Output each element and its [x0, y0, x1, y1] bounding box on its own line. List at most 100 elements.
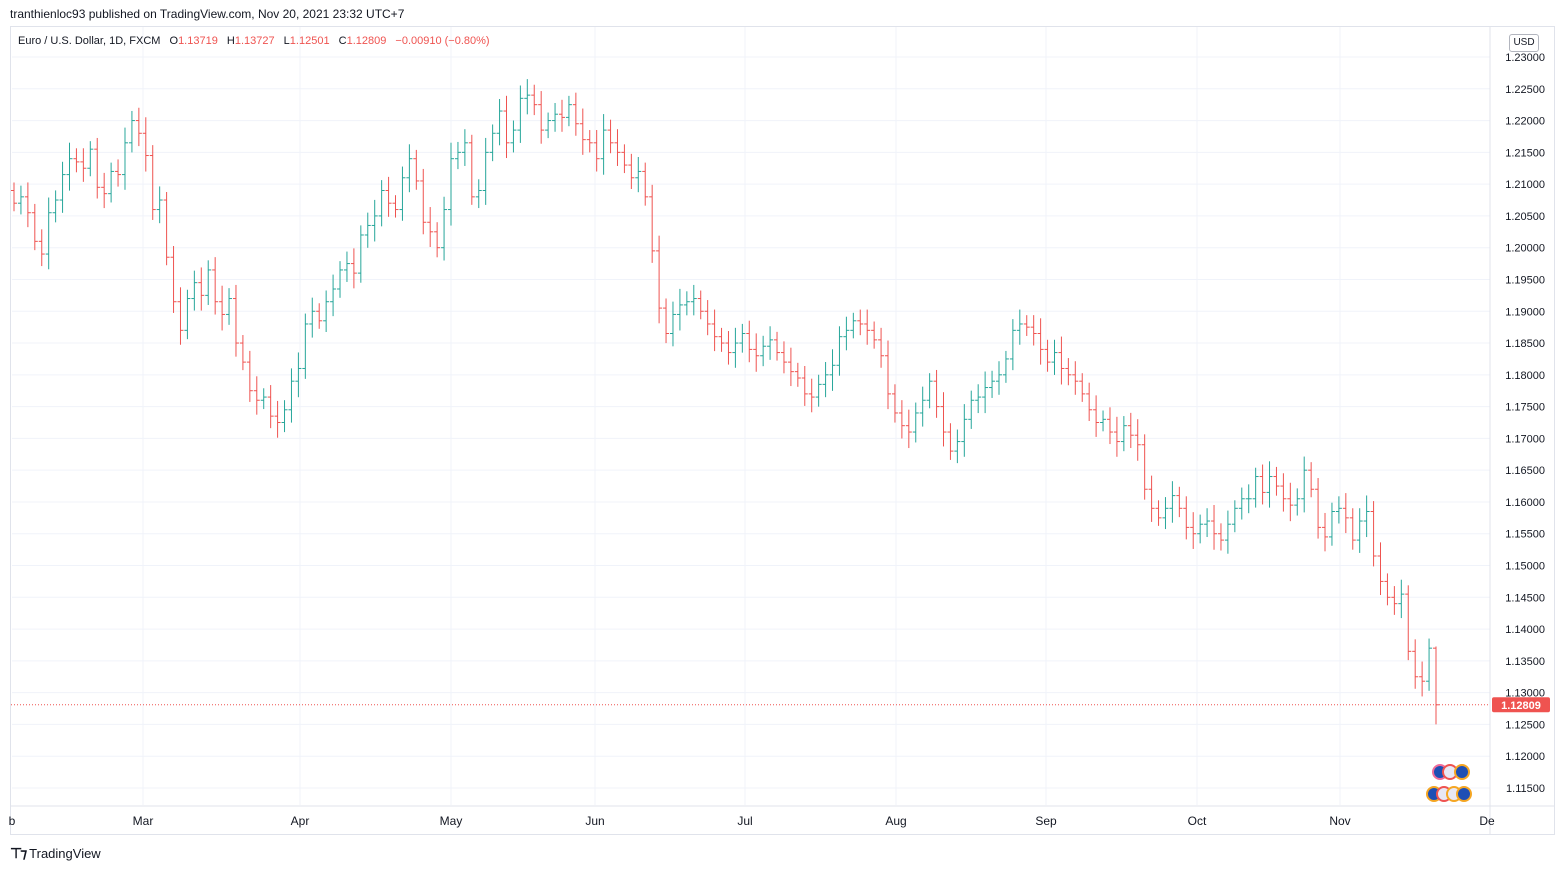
ohlc-bar	[1287, 482, 1294, 522]
ohlc-bar	[815, 374, 822, 407]
ohlc-bar	[1335, 496, 1342, 524]
ohlc-bar	[226, 288, 233, 325]
ohlc-bar	[898, 400, 905, 439]
ohlc-bar	[836, 326, 843, 376]
ohlc-bar	[1245, 484, 1252, 514]
ohlc-bar	[1093, 395, 1100, 437]
price-axis[interactable]: 1.23000 1.22500 1.22000 1.21500 1.21000 1.205…	[1505, 52, 1545, 795]
y-tick-label: 1.19000	[1505, 306, 1545, 318]
ohlc-bar	[1079, 373, 1086, 402]
ohlc-bar	[690, 284, 697, 316]
y-tick-label: 1.18500	[1505, 338, 1545, 350]
symbol-title: Euro / U.S. Dollar, 1D, FXCM	[18, 35, 161, 47]
ohlc-bar	[156, 186, 163, 224]
close-label: C	[338, 35, 347, 47]
ohlc-bar	[212, 257, 219, 315]
tradingview-branding[interactable]: ⊤⁊ TradingView	[10, 845, 101, 862]
ohlc-bar	[503, 95, 510, 159]
ohlc-bar	[11, 182, 17, 212]
x-tick-label: Jul	[737, 814, 752, 828]
ohlc-bar	[38, 229, 45, 267]
ohlc-bar	[1308, 462, 1315, 498]
ohlc-bar	[871, 321, 878, 349]
ohlc-bar	[198, 267, 205, 311]
publisher-line: tranthienloc93 published on TradingView.…	[10, 7, 405, 21]
symbol-legend[interactable]: Euro / U.S. Dollar, 1D, FXCM O1.13719 H1…	[18, 35, 490, 47]
currency-button[interactable]: USD	[1509, 34, 1539, 52]
ohlc-bar	[461, 129, 468, 166]
ohlc-bar	[475, 179, 482, 209]
ohlc-bar	[663, 298, 670, 344]
ohlc-bar	[496, 99, 503, 146]
ohlc-bar	[1217, 523, 1224, 551]
time-axis[interactable]: b Mar Apr May Jun Jul Aug Sep Oct Nov De	[9, 814, 1495, 828]
ohlc-bar	[538, 91, 545, 144]
ohlc-bar	[572, 92, 579, 136]
y-tick-label: 1.12000	[1505, 751, 1545, 763]
ohlc-bar	[1266, 461, 1273, 508]
ohlc-bar	[454, 141, 461, 170]
ohlc-bar	[184, 289, 191, 340]
ohlc-bar	[711, 309, 718, 352]
ohlc-bar	[829, 349, 836, 391]
y-tick-label: 1.16000	[1505, 497, 1545, 509]
ohlc-bar	[891, 384, 898, 423]
ohlc-bar	[1169, 481, 1176, 523]
ohlc-bar	[1294, 488, 1301, 516]
flag-eu-icon[interactable]	[1456, 786, 1472, 802]
x-tick-label: Oct	[1188, 814, 1207, 828]
ohlc-bar	[267, 385, 274, 429]
ohlc-bar	[406, 144, 413, 193]
ohlc-bar	[621, 144, 628, 174]
y-tick-label: 1.17500	[1505, 402, 1545, 414]
y-tick-label: 1.13500	[1505, 656, 1545, 668]
ohlc-bar	[586, 130, 593, 153]
ohlc-bar	[552, 102, 559, 132]
ohlc-bar	[878, 327, 885, 368]
ohlc-bar	[1224, 510, 1231, 554]
x-tick-label: Aug	[885, 814, 906, 828]
ohlc-bar	[135, 107, 142, 147]
ohlc-bar	[1211, 505, 1218, 550]
ohlc-bar	[1190, 512, 1197, 549]
flag-eu-icon[interactable]	[1454, 764, 1470, 780]
low-label: L	[283, 35, 290, 47]
y-tick-label: 1.16500	[1505, 465, 1545, 477]
ohlc-bar	[392, 195, 399, 218]
ohlc-bar	[760, 335, 767, 367]
ohlc-bar	[330, 274, 337, 317]
ohlc-bar	[780, 341, 787, 374]
ohlc-bar	[323, 290, 330, 333]
ohlc-bar	[1301, 456, 1308, 513]
ohlc-bar	[822, 362, 829, 398]
ohlc-bar	[565, 95, 572, 127]
y-tick-label: 1.22500	[1505, 84, 1545, 96]
ohlc-bar	[385, 176, 392, 217]
ohlc-bar	[524, 79, 531, 115]
ohlc-bar	[1086, 382, 1093, 421]
ohlc-bar	[656, 235, 663, 324]
ohlc-bar	[614, 129, 621, 166]
ohlc-bar	[1377, 542, 1384, 596]
ohlc-bar	[1322, 512, 1329, 552]
ohlc-bar	[558, 99, 565, 132]
ohlc-bar	[413, 149, 420, 190]
y-tick-label: 1.20000	[1505, 243, 1545, 255]
ohlc-bar	[1162, 497, 1169, 530]
ohlc-bar	[378, 180, 385, 227]
ohlc-bar	[801, 365, 808, 406]
ohlc-bar	[635, 157, 642, 193]
ohlc-bar	[1405, 585, 1412, 661]
ohlc-bar	[121, 127, 128, 190]
ohlc-bar	[1044, 339, 1051, 372]
ohlc-bar	[17, 185, 24, 215]
ohlc-bar	[669, 301, 676, 347]
ohlc-bar	[649, 184, 656, 263]
ohlc-bar	[1051, 339, 1058, 375]
ohlc-bar	[1328, 502, 1335, 546]
ohlc-bar	[1120, 416, 1127, 452]
branding-text: TradingView	[29, 846, 101, 861]
ohlc-bar	[774, 331, 781, 361]
ohlc-bar	[975, 384, 982, 414]
